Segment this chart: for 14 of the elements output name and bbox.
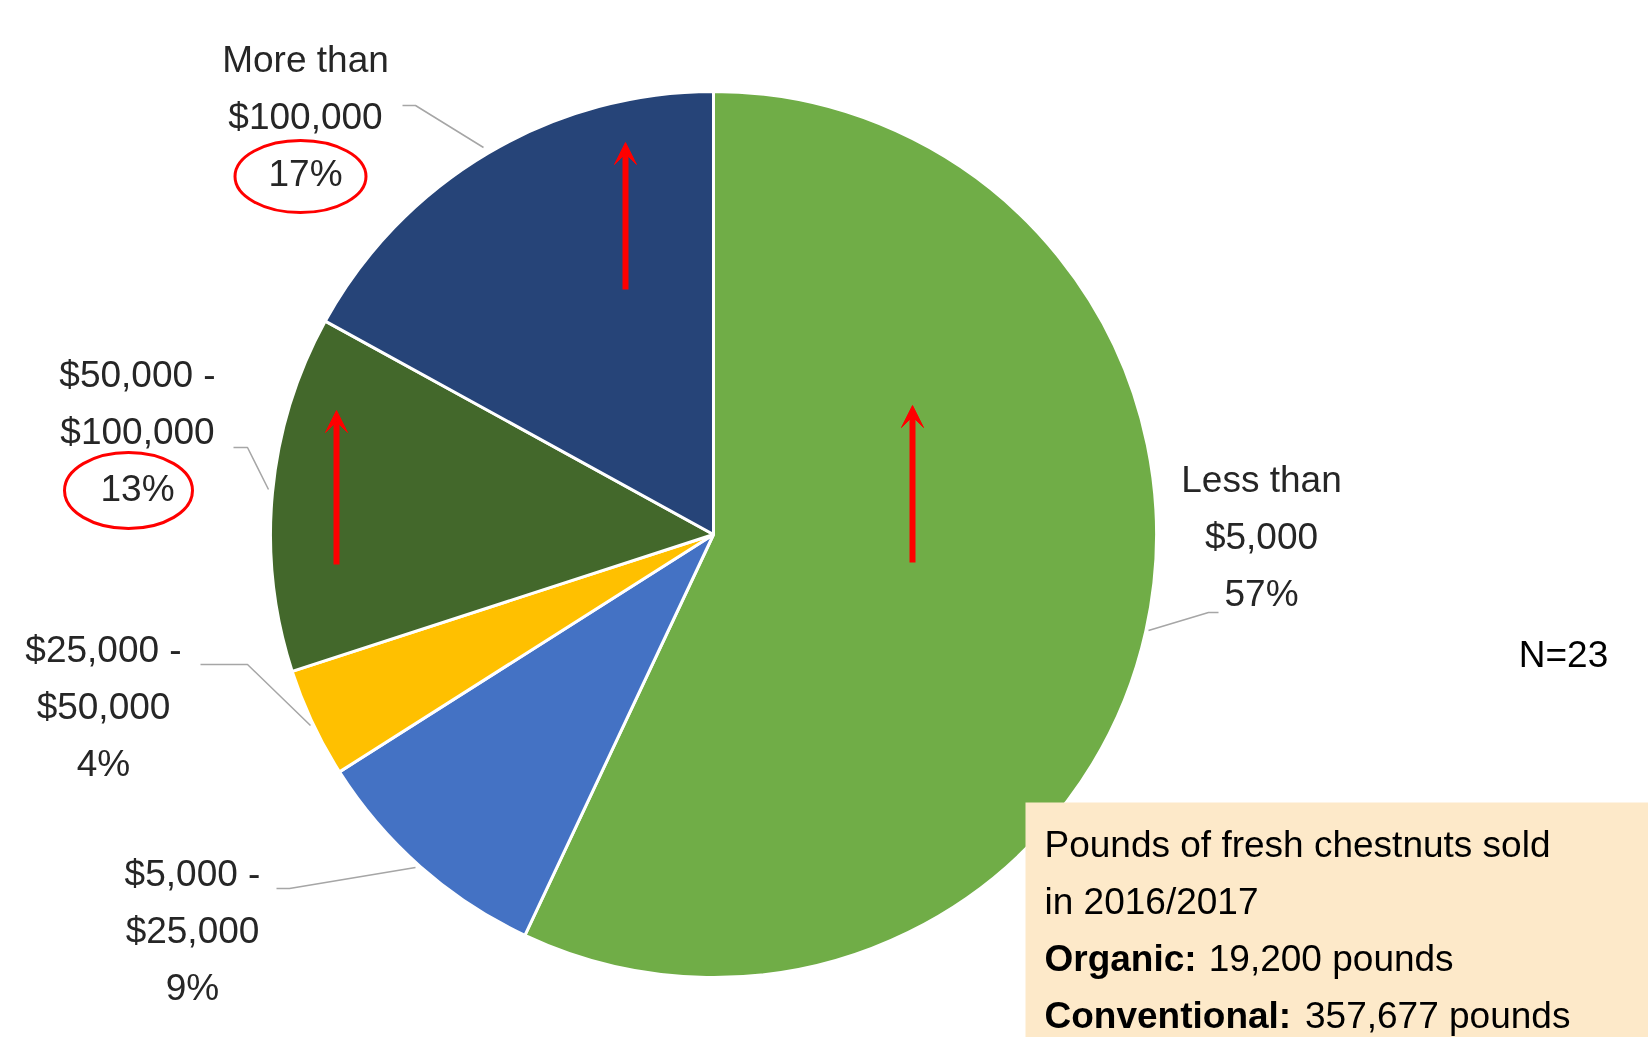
slice-label: $25,000 - $50,000	[25, 629, 182, 727]
data-label: 13%	[100, 468, 175, 509]
slice-label: $50,000 - $100,000	[59, 354, 216, 452]
data-label: 17%	[268, 153, 343, 194]
slice-label: Less than $5,000	[1181, 459, 1342, 557]
text: N=23	[1518, 634, 1609, 675]
data-label: 57%	[1224, 573, 1299, 614]
slice-label: $5,000 - $25,000	[124, 853, 261, 951]
data-label: 9%	[165, 967, 220, 1008]
slice-label: More than $100,000	[222, 39, 389, 137]
text: Pounds of fresh chestnuts sold in 2016/2017	[1044, 824, 1551, 922]
text: Organic: 19,200 pounds	[1044, 938, 1454, 979]
data-label: 4%	[76, 743, 131, 784]
text: Conventional: 357,677 pounds	[1044, 995, 1571, 1036]
